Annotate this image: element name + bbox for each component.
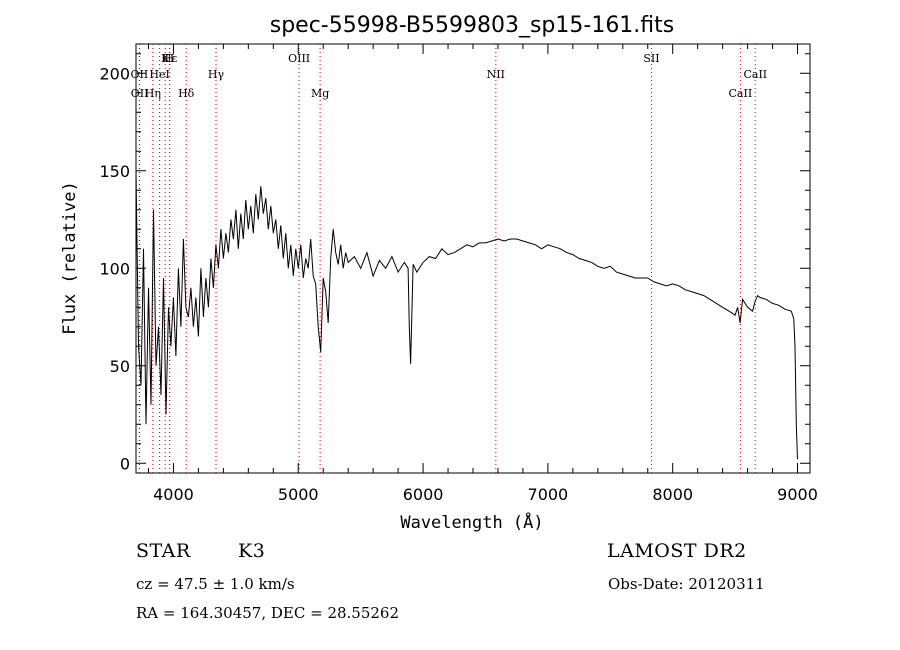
- survey-name: LAMOST DR2: [607, 540, 747, 562]
- line-marker-label: Mg: [311, 87, 329, 100]
- y-axis-label: Flux (relative): [60, 181, 80, 335]
- y-tick-label: 0: [120, 454, 130, 473]
- line-marker-label: Hγ: [208, 68, 225, 81]
- x-tick-label: 4000: [153, 485, 194, 504]
- y-tick-label: 50: [110, 357, 130, 376]
- obs-date: Obs-Date: 20120311: [608, 575, 765, 593]
- y-axis: 0 50 100 150 200: [99, 53, 810, 473]
- x-tick-label: 7000: [528, 485, 569, 504]
- x-tick-label: 8000: [652, 485, 693, 504]
- x-tick-label: 5000: [278, 485, 319, 504]
- x-axis-label: Wavelength (Å): [400, 511, 543, 533]
- line-marker-label: CaII: [743, 68, 767, 81]
- y-tick-label: 100: [99, 259, 130, 278]
- line-marker-label: Hδ: [178, 87, 195, 100]
- y-tick-label: 150: [99, 162, 130, 181]
- chart-title: spec-55998-B5599803_sp15-161.fits: [270, 13, 675, 38]
- line-marker-label: HeI: [149, 68, 169, 81]
- line-marker-label: SII: [643, 52, 659, 65]
- x-tick-label: 6000: [403, 485, 444, 504]
- x-tick-label: 9000: [777, 485, 818, 504]
- line-marker-label: CaII: [729, 87, 753, 100]
- line-marker-label: K: [161, 52, 170, 65]
- line-marker-label: OIII: [288, 52, 310, 65]
- line-marker-label: H: [165, 52, 175, 65]
- x-axis: 4000 5000 6000 7000 8000 9000: [147, 44, 818, 504]
- line-marker-label: Hη: [145, 87, 161, 100]
- redshift-text: cz = 47.5 ± 1.0 km/s: [136, 575, 295, 593]
- line-marker-label: OII: [131, 87, 149, 100]
- object-class: STAR: [136, 540, 191, 562]
- coordinates: RA = 164.30457, DEC = 28.55262: [136, 604, 400, 622]
- line-marker-label: OII: [131, 68, 149, 81]
- object-subclass: K3: [238, 540, 266, 562]
- line-marker-label: NII: [487, 68, 505, 81]
- spectrum-line: [135, 170, 798, 460]
- y-tick-label: 200: [99, 64, 130, 83]
- plot-frame: [135, 43, 811, 474]
- line-marker-label: Hε: [162, 52, 178, 65]
